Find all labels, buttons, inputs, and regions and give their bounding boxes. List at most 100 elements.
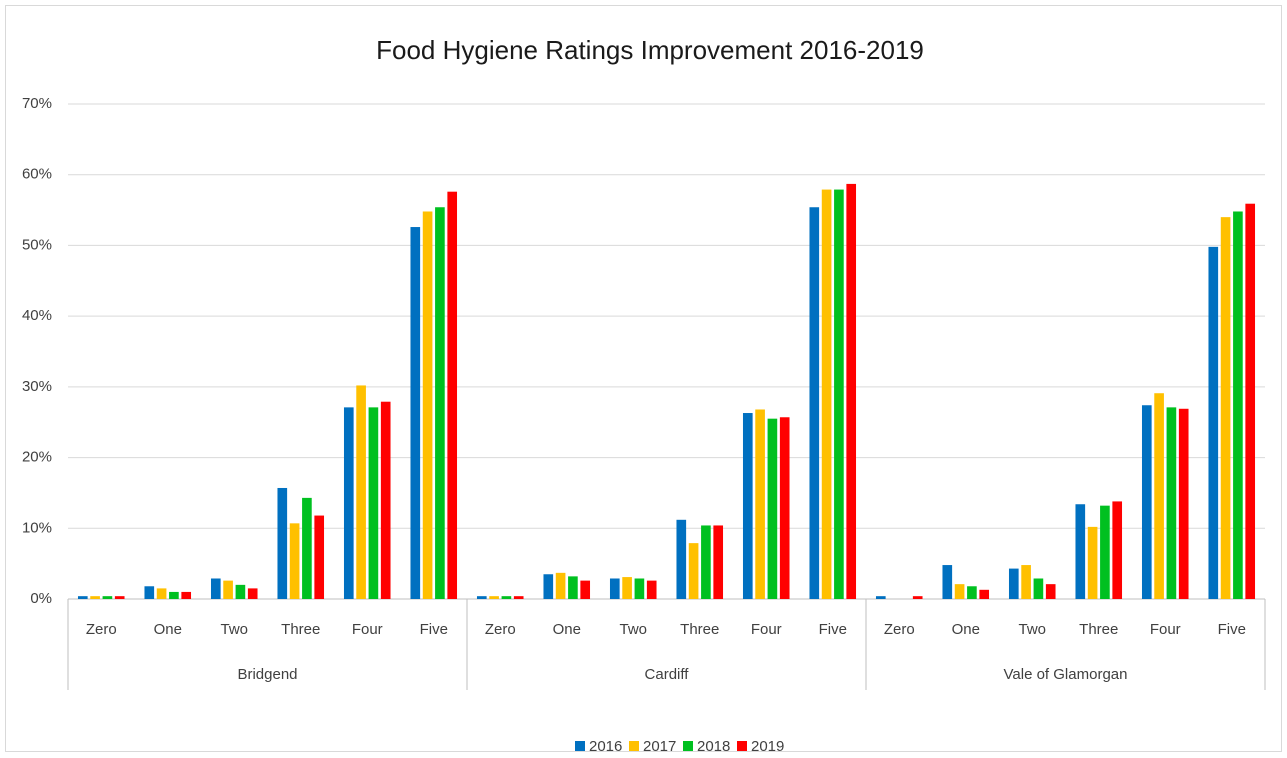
bar	[410, 227, 421, 600]
chart-title: Food Hygiene Ratings Improvement 2016-20…	[376, 35, 924, 65]
y-tick-label: 40%	[22, 307, 52, 324]
bar	[1045, 584, 1056, 599]
bar	[568, 576, 578, 599]
bar	[543, 574, 554, 599]
bar	[555, 572, 566, 599]
bar	[580, 580, 591, 599]
x-tick-label: One	[553, 621, 581, 638]
x-tick-label: Three	[680, 621, 719, 638]
bar	[1245, 203, 1256, 599]
bar	[622, 577, 632, 599]
bar	[1033, 578, 1044, 599]
bar	[356, 385, 366, 599]
x-tick-label: Five	[819, 621, 847, 638]
bar	[169, 591, 179, 599]
x-tick-label: One	[952, 621, 980, 638]
y-tick-label: 0%	[30, 590, 52, 607]
bar	[489, 596, 499, 599]
legend-label: 2017	[643, 738, 676, 755]
bar	[289, 523, 300, 599]
x-tick-label: One	[154, 621, 182, 638]
bar	[701, 525, 711, 599]
x-tick-label: Five	[1218, 621, 1246, 638]
x-tick-label: Two	[619, 621, 647, 638]
bar	[1100, 505, 1110, 599]
bar	[102, 596, 113, 599]
chart-border	[5, 5, 1282, 752]
x-tick-label: Zero	[884, 621, 915, 638]
bar	[235, 584, 246, 599]
bar	[779, 417, 790, 599]
bar	[181, 591, 192, 599]
bar	[646, 580, 657, 599]
legend-label: 2016	[589, 738, 622, 755]
bar	[1220, 217, 1231, 599]
bar	[979, 589, 990, 599]
x-tick-label: Five	[420, 621, 448, 638]
bar	[742, 413, 753, 599]
bar	[156, 588, 167, 599]
bar	[1008, 568, 1019, 599]
bar	[1166, 407, 1177, 599]
bar	[501, 596, 512, 599]
bar	[380, 401, 391, 599]
bar	[1154, 393, 1164, 599]
y-tick-label: 60%	[22, 166, 52, 183]
bar	[1021, 565, 1031, 599]
bar	[447, 191, 458, 599]
bar	[809, 207, 820, 599]
bar	[1087, 526, 1098, 599]
bar	[210, 578, 221, 599]
group-label: Vale of Glamorgan	[1004, 666, 1128, 683]
bar	[1112, 501, 1123, 599]
bar	[223, 580, 233, 599]
bar	[676, 519, 687, 599]
bar	[634, 578, 645, 599]
bar	[314, 515, 325, 599]
x-tick-label: Four	[1150, 621, 1181, 638]
x-tick-label: Zero	[485, 621, 516, 638]
legend-label: 2018	[697, 738, 730, 755]
x-tick-label: Three	[1079, 621, 1118, 638]
x-tick-label: Four	[751, 621, 782, 638]
bar	[755, 409, 765, 599]
x-tick-label: Two	[1018, 621, 1046, 638]
bar	[144, 586, 155, 599]
bar	[368, 407, 379, 599]
bar	[247, 588, 258, 599]
legend-swatch	[629, 741, 639, 751]
bar	[954, 584, 965, 599]
x-tick-label: Three	[281, 621, 320, 638]
bar	[967, 586, 977, 599]
group-label: Bridgend	[237, 666, 297, 683]
x-tick-label: Four	[352, 621, 383, 638]
bar	[1233, 211, 1243, 599]
bar	[912, 596, 923, 599]
bar	[821, 189, 832, 600]
y-tick-label: 50%	[22, 236, 52, 253]
x-tick-label: Two	[220, 621, 248, 638]
bar	[277, 487, 288, 599]
y-tick-label: 30%	[22, 378, 52, 395]
bar	[875, 596, 886, 599]
legend-swatch	[683, 741, 693, 751]
bar	[343, 407, 354, 599]
bar	[114, 596, 125, 599]
bar	[846, 183, 857, 599]
bar	[1178, 408, 1189, 599]
bar	[1141, 405, 1152, 599]
x-tick-label: Zero	[86, 621, 117, 638]
bar	[77, 596, 88, 599]
bar	[476, 596, 487, 599]
bar	[942, 565, 953, 599]
bar	[1075, 504, 1086, 599]
bar	[834, 189, 844, 600]
group-label: Cardiff	[645, 666, 690, 683]
legend-swatch	[575, 741, 585, 751]
bar	[713, 525, 724, 599]
bar	[609, 578, 620, 599]
bar	[1208, 246, 1219, 600]
bar	[422, 211, 433, 599]
bar	[767, 418, 778, 599]
